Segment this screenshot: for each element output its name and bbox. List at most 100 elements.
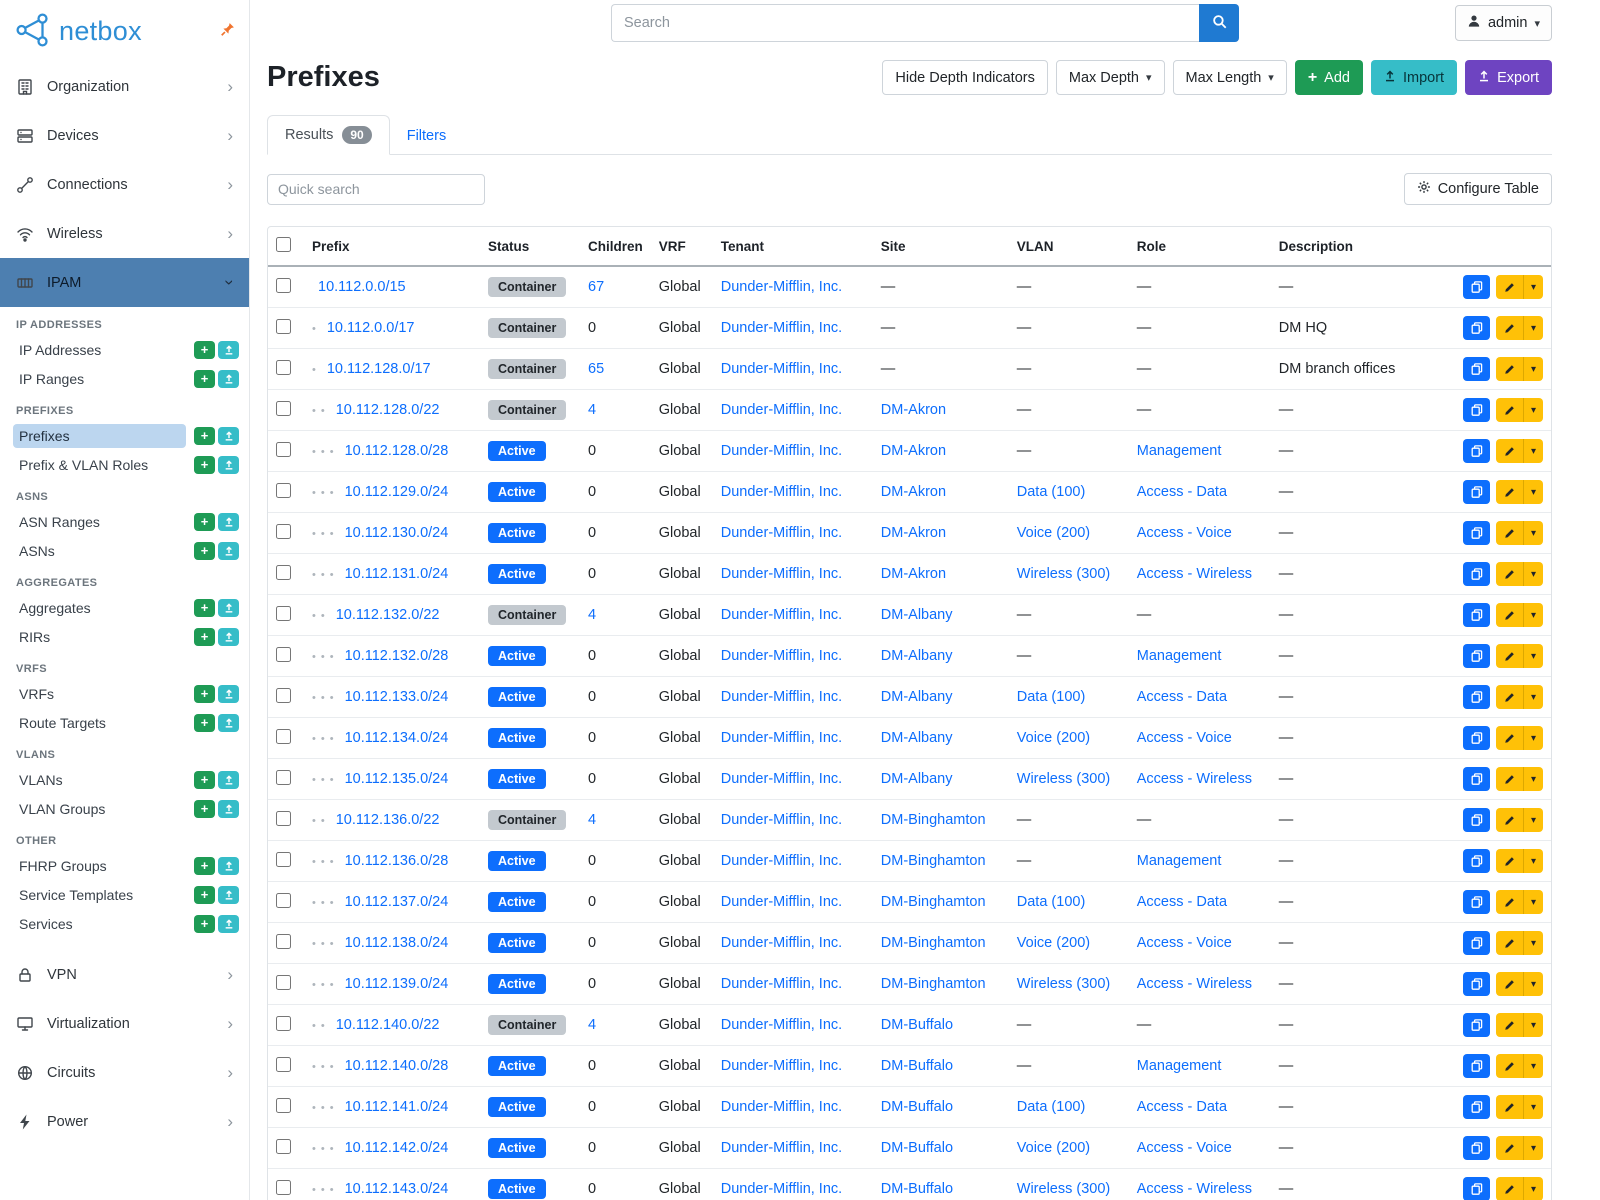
- quick-search-input[interactable]: [267, 173, 485, 205]
- sidebar-group-vpn[interactable]: VPN ›: [0, 950, 249, 999]
- add-icon[interactable]: +: [194, 799, 215, 818]
- row-checkbox[interactable]: [276, 646, 291, 662]
- row-checkbox[interactable]: [276, 1179, 291, 1195]
- tab-filters[interactable]: Filters: [390, 118, 463, 154]
- edit-button[interactable]: [1496, 357, 1523, 381]
- site-link[interactable]: DM-Albany: [880, 689, 953, 705]
- import-icon[interactable]: [218, 369, 239, 388]
- prefix-link[interactable]: 10.112.141.0/24: [344, 1099, 449, 1115]
- sidebar-item-label[interactable]: Route Targets: [19, 714, 106, 731]
- import-icon[interactable]: [218, 713, 239, 732]
- edit-dropdown-button[interactable]: ▾: [1523, 1013, 1543, 1037]
- row-checkbox[interactable]: [276, 1015, 291, 1031]
- edit-button[interactable]: [1496, 1136, 1523, 1160]
- copy-button[interactable]: [1463, 849, 1490, 873]
- edit-button[interactable]: [1496, 685, 1523, 709]
- edit-button[interactable]: [1496, 726, 1523, 750]
- sidebar-item-label[interactable]: FHRP Groups: [19, 857, 107, 874]
- vlan-link[interactable]: Voice (200): [1016, 525, 1091, 541]
- edit-dropdown-button[interactable]: ▾: [1523, 767, 1543, 791]
- edit-dropdown-button[interactable]: ▾: [1523, 521, 1543, 545]
- row-checkbox[interactable]: [276, 359, 291, 375]
- copy-button[interactable]: [1463, 1095, 1490, 1119]
- add-icon[interactable]: +: [194, 598, 215, 617]
- add-icon[interactable]: +: [194, 512, 215, 531]
- sidebar-item-label[interactable]: RIRs: [19, 628, 51, 645]
- tenant-link[interactable]: Dunder-Mifflin, Inc.: [720, 894, 843, 910]
- sidebar-group-circuits[interactable]: Circuits ›: [0, 1048, 249, 1097]
- children-link[interactable]: 4: [588, 812, 597, 828]
- add-icon[interactable]: +: [194, 885, 215, 904]
- copy-button[interactable]: [1463, 275, 1490, 299]
- tenant-link[interactable]: Dunder-Mifflin, Inc.: [720, 607, 843, 623]
- role-link[interactable]: Access - Wireless: [1136, 566, 1252, 582]
- sidebar-item-label[interactable]: ASNs: [19, 542, 55, 559]
- tenant-link[interactable]: Dunder-Mifflin, Inc.: [720, 402, 843, 418]
- add-icon[interactable]: +: [194, 369, 215, 388]
- prefix-link[interactable]: 10.112.133.0/24: [344, 689, 449, 705]
- copy-button[interactable]: [1463, 644, 1490, 668]
- tenant-link[interactable]: Dunder-Mifflin, Inc.: [720, 1058, 843, 1074]
- vlan-link[interactable]: Wireless (300): [1016, 771, 1111, 787]
- edit-button[interactable]: [1496, 603, 1523, 627]
- role-link[interactable]: Access - Voice: [1136, 730, 1232, 746]
- sidebar-item-label[interactable]: Service Templates: [19, 886, 134, 903]
- prefix-link[interactable]: 10.112.128.0/22: [335, 402, 440, 418]
- edit-dropdown-button[interactable]: ▾: [1523, 644, 1543, 668]
- add-icon[interactable]: +: [194, 340, 215, 359]
- edit-dropdown-button[interactable]: ▾: [1523, 316, 1543, 340]
- edit-dropdown-button[interactable]: ▾: [1523, 890, 1543, 914]
- edit-dropdown-button[interactable]: ▾: [1523, 931, 1543, 955]
- import-icon[interactable]: [218, 856, 239, 875]
- copy-button[interactable]: [1463, 767, 1490, 791]
- copy-button[interactable]: [1463, 398, 1490, 422]
- sidebar-group-wireless[interactable]: Wireless ›: [0, 209, 249, 258]
- row-checkbox[interactable]: [276, 769, 291, 785]
- site-link[interactable]: DM-Akron: [880, 402, 947, 418]
- prefix-link[interactable]: 10.112.0.0/17: [326, 320, 415, 336]
- edit-button[interactable]: [1496, 1054, 1523, 1078]
- import-icon[interactable]: [218, 340, 239, 359]
- tenant-link[interactable]: Dunder-Mifflin, Inc.: [720, 812, 843, 828]
- site-link[interactable]: DM-Buffalo: [880, 1058, 954, 1074]
- import-icon[interactable]: [218, 455, 239, 474]
- edit-button[interactable]: [1496, 1177, 1523, 1200]
- global-search-input[interactable]: [611, 4, 1199, 42]
- vlan-link[interactable]: Wireless (300): [1016, 566, 1111, 582]
- role-link[interactable]: Access - Voice: [1136, 935, 1232, 951]
- vlan-link[interactable]: Wireless (300): [1016, 1181, 1111, 1197]
- row-checkbox[interactable]: [276, 441, 291, 457]
- site-link[interactable]: DM-Binghamton: [880, 935, 986, 951]
- add-icon[interactable]: +: [194, 627, 215, 646]
- children-link[interactable]: 65: [588, 361, 605, 377]
- role-link[interactable]: Management: [1136, 853, 1222, 869]
- copy-button[interactable]: [1463, 1013, 1490, 1037]
- sidebar-pin-icon[interactable]: [220, 22, 235, 40]
- role-link[interactable]: Access - Wireless: [1136, 1181, 1252, 1197]
- row-checkbox[interactable]: [276, 728, 291, 744]
- edit-button[interactable]: [1496, 808, 1523, 832]
- site-link[interactable]: DM-Akron: [880, 443, 947, 459]
- tenant-link[interactable]: Dunder-Mifflin, Inc.: [720, 1017, 843, 1033]
- copy-button[interactable]: [1463, 931, 1490, 955]
- edit-button[interactable]: [1496, 398, 1523, 422]
- site-link[interactable]: DM-Binghamton: [880, 894, 986, 910]
- tenant-link[interactable]: Dunder-Mifflin, Inc.: [720, 689, 843, 705]
- column-header-vlan[interactable]: VLAN: [1008, 227, 1129, 267]
- site-link[interactable]: DM-Akron: [880, 484, 947, 500]
- children-link[interactable]: 4: [588, 402, 597, 418]
- user-menu-button[interactable]: admin ▾: [1454, 5, 1552, 41]
- prefix-link[interactable]: 10.112.131.0/24: [344, 566, 449, 582]
- vlan-link[interactable]: Data (100): [1016, 894, 1086, 910]
- column-header-role[interactable]: Role: [1128, 227, 1271, 267]
- tenant-link[interactable]: Dunder-Mifflin, Inc.: [720, 1099, 843, 1115]
- row-checkbox[interactable]: [276, 482, 291, 498]
- tenant-link[interactable]: Dunder-Mifflin, Inc.: [720, 320, 843, 336]
- copy-button[interactable]: [1463, 1177, 1490, 1200]
- sidebar-item-label[interactable]: VRFs: [19, 685, 54, 702]
- role-link[interactable]: Management: [1136, 648, 1222, 664]
- column-header-children[interactable]: Children: [580, 227, 651, 267]
- sidebar-item-label[interactable]: Services: [19, 915, 73, 932]
- row-checkbox[interactable]: [276, 1056, 291, 1072]
- sidebar-group-connections[interactable]: Connections ›: [0, 160, 249, 209]
